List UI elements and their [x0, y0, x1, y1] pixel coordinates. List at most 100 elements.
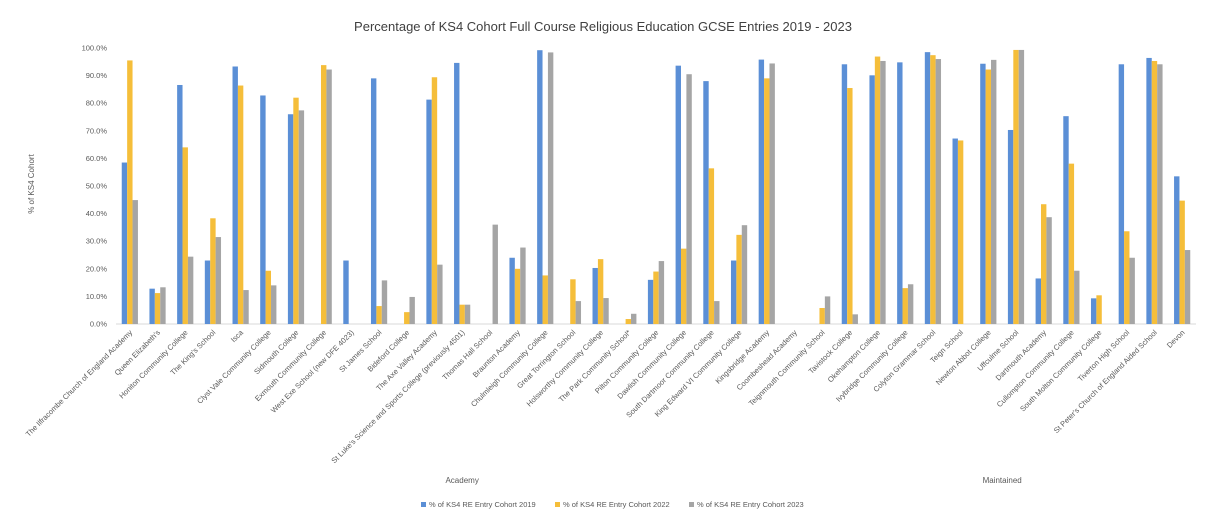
- bar: [1146, 57, 1152, 324]
- bar: [764, 78, 770, 324]
- x-tick-label: Braunton Academy: [471, 328, 522, 379]
- x-tick-label: Thomas Hall School: [440, 328, 494, 382]
- y-tick-label: 50.0%: [86, 182, 108, 191]
- bar: [575, 301, 582, 324]
- bar: [852, 314, 858, 324]
- bar: [1129, 257, 1135, 324]
- y-tick-label: 40.0%: [86, 209, 108, 218]
- bar: [1035, 278, 1041, 324]
- bar: [897, 62, 903, 325]
- bar: [708, 168, 715, 324]
- bar: [514, 268, 521, 324]
- bar: [271, 285, 277, 324]
- bar: [902, 288, 908, 324]
- bar: [537, 50, 543, 324]
- x-tick-label: Tiverton High School: [1076, 328, 1132, 384]
- y-tick-label: 10.0%: [86, 292, 108, 301]
- bar: [1118, 64, 1125, 324]
- bar: [343, 260, 349, 324]
- bar: [204, 260, 211, 324]
- bar: [1007, 129, 1014, 324]
- bar: [1184, 250, 1191, 324]
- group-label: Maintained: [983, 476, 1022, 485]
- bar: [376, 306, 382, 324]
- bar: [841, 64, 848, 324]
- bar: [1174, 176, 1180, 324]
- y-tick-label: 30.0%: [86, 237, 108, 246]
- bar: [1018, 49, 1025, 324]
- bar: [880, 60, 886, 325]
- bar: [924, 52, 931, 324]
- bar: [1179, 200, 1185, 324]
- bar: [459, 304, 465, 324]
- bar: [758, 59, 765, 324]
- bar: [243, 290, 249, 324]
- bar: [320, 65, 327, 324]
- legend: % of KS4 RE Entry Cohort 2019 % of KS4 RE…: [421, 500, 804, 509]
- bar: [647, 279, 654, 324]
- bar: [187, 256, 194, 324]
- bar: [492, 224, 498, 324]
- bar: [597, 259, 604, 324]
- x-tick-label: St Peter's Church of England Aided Schoo…: [1052, 328, 1159, 435]
- bar: [237, 85, 244, 324]
- bar: [703, 81, 709, 325]
- bar: [1046, 217, 1052, 324]
- bar: [1090, 298, 1097, 324]
- bar: [464, 304, 471, 324]
- bar: [132, 200, 138, 324]
- bar: [824, 296, 831, 324]
- bar: [819, 307, 825, 324]
- legend-swatch: [421, 502, 426, 507]
- bar: [215, 237, 222, 324]
- x-tick-label: Isca: [229, 327, 246, 344]
- y-axis-title: % of KS4 Cohort: [27, 153, 36, 213]
- bar: [1068, 163, 1075, 324]
- bar: [957, 140, 964, 324]
- y-tick-label: 20.0%: [86, 264, 108, 273]
- bar: [426, 99, 432, 324]
- y-tick-label: 60.0%: [86, 154, 108, 163]
- bar: [177, 84, 183, 324]
- bar: [592, 267, 598, 324]
- bar: [232, 66, 238, 324]
- bar: [1013, 49, 1019, 324]
- bar: [985, 69, 992, 324]
- bar: [675, 65, 681, 324]
- bar: [680, 248, 687, 324]
- bar: [409, 296, 415, 324]
- x-tick-label: St Luke's Science and Sports College (pr…: [329, 328, 466, 465]
- x-tick-label: Dartmouth Academy: [994, 328, 1049, 383]
- bar: [293, 97, 299, 325]
- y-tick-label: 70.0%: [86, 126, 108, 135]
- bar: [631, 313, 637, 324]
- bar: [154, 293, 161, 324]
- bar: [653, 271, 659, 324]
- bar: [952, 138, 958, 324]
- legend-swatch: [689, 502, 694, 507]
- bar: [210, 218, 216, 324]
- x-tick-label: Devon: [1165, 328, 1187, 350]
- bar: [404, 312, 410, 324]
- plot-area: 0.0% 10.0% 20.0% 30.0% 40.0% 50.0% 60.0% 70.0% 8…: [24, 44, 1196, 485]
- bar: [980, 63, 986, 325]
- bar: [121, 162, 128, 324]
- y-tick-label: 0.0%: [90, 320, 107, 329]
- legend-swatch: [555, 502, 560, 507]
- y-tick-label: 100.0%: [82, 44, 108, 53]
- bar: [847, 88, 853, 325]
- bar: [182, 147, 188, 324]
- bar: [658, 261, 665, 324]
- bar: [326, 69, 332, 324]
- bar: [603, 298, 609, 324]
- bar: [1151, 60, 1158, 325]
- bar: [1040, 204, 1047, 324]
- legend-label: % of KS4 RE Entry Cohort 2022: [563, 500, 670, 509]
- bar: [769, 63, 775, 325]
- bar: [1096, 295, 1102, 324]
- x-tick-label: Okehampton College: [826, 328, 882, 384]
- bar: [1124, 231, 1130, 324]
- bar: [714, 301, 720, 324]
